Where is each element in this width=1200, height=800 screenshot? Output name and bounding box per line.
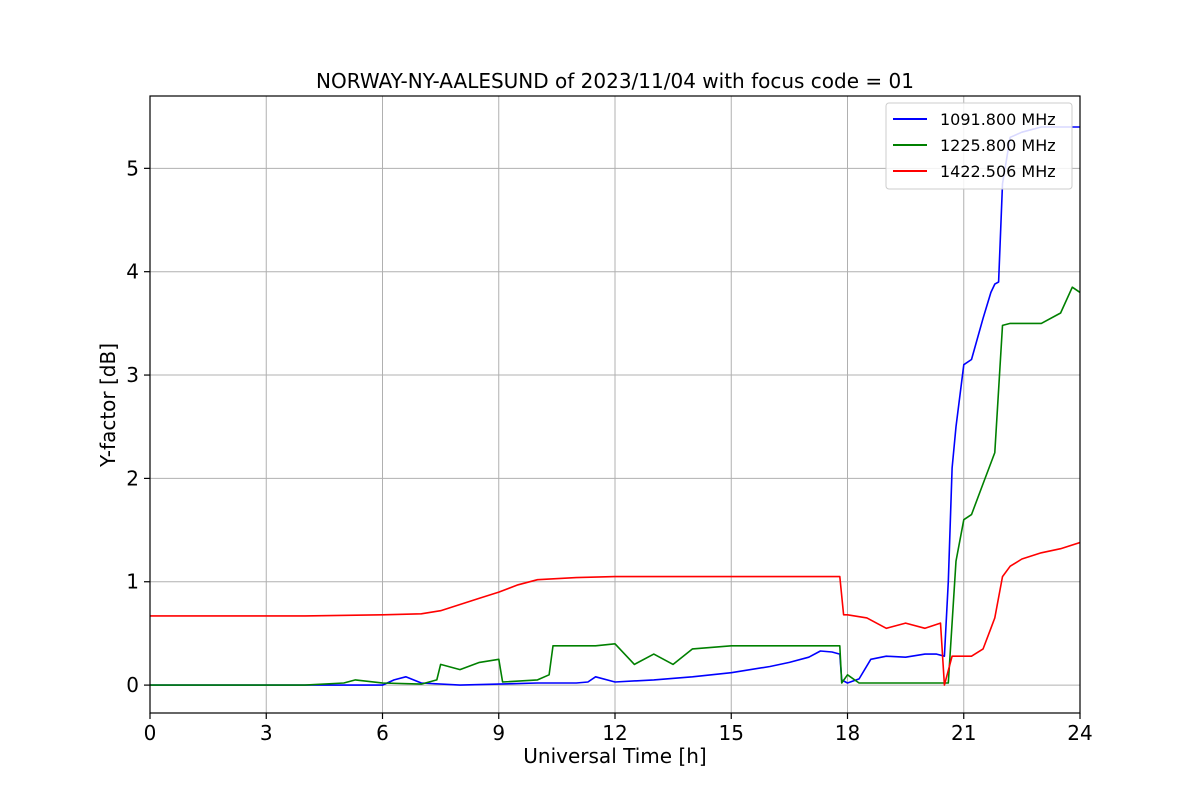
series-layer [150,126,1080,686]
y-tick-label: 5 [126,156,139,180]
x-axis-label: Universal Time [h] [523,744,706,768]
x-tick-label: 9 [492,721,505,745]
legend-label: 1422.506 MHz [940,162,1056,181]
x-tick-label: 0 [144,721,157,745]
y-tick-label: 3 [126,363,139,387]
x-tick-label: 18 [835,721,860,745]
x-tick-label: 21 [951,721,976,745]
series-line-3 [150,541,1080,686]
x-tick-label: 3 [260,721,273,745]
legend: 1091.800 MHz 1225.800 MHz 1422.506 MHz [885,102,1073,190]
legend-box [885,102,1073,190]
y-axis-label: Y-factor [dB] [96,343,120,468]
y-tick-label: 1 [126,570,139,594]
x-tick-label: 24 [1067,721,1092,745]
x-tick-label: 12 [602,721,627,745]
x-axis: 0 3 6 9 12 15 18 21 24 [144,713,1093,745]
y-tick-label: 0 [126,673,139,697]
x-tick-label: 15 [719,721,744,745]
legend-label: 1091.800 MHz [940,110,1056,129]
x-tick-label: 6 [376,721,389,745]
series-line-2 [150,286,1080,686]
y-tick-label: 2 [126,466,139,490]
y-axis: 0 1 2 3 4 5 [126,156,150,697]
y-tick-label: 4 [126,260,139,284]
legend-label: 1225.800 MHz [940,136,1056,155]
chart-title: NORWAY-NY-AALESUND of 2023/11/04 with fo… [316,69,914,93]
